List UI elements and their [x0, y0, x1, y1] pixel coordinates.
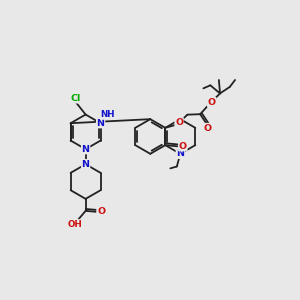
Text: O: O — [204, 124, 212, 133]
Text: N: N — [82, 145, 90, 154]
Text: O: O — [175, 118, 183, 127]
Text: N: N — [176, 149, 184, 158]
Text: Cl: Cl — [70, 94, 80, 103]
Text: O: O — [179, 142, 187, 151]
Text: O: O — [97, 207, 105, 216]
Text: N: N — [82, 160, 90, 169]
Text: O: O — [208, 98, 216, 107]
Text: OH: OH — [68, 220, 83, 229]
Text: N: N — [97, 119, 105, 128]
Text: NH: NH — [100, 110, 115, 119]
